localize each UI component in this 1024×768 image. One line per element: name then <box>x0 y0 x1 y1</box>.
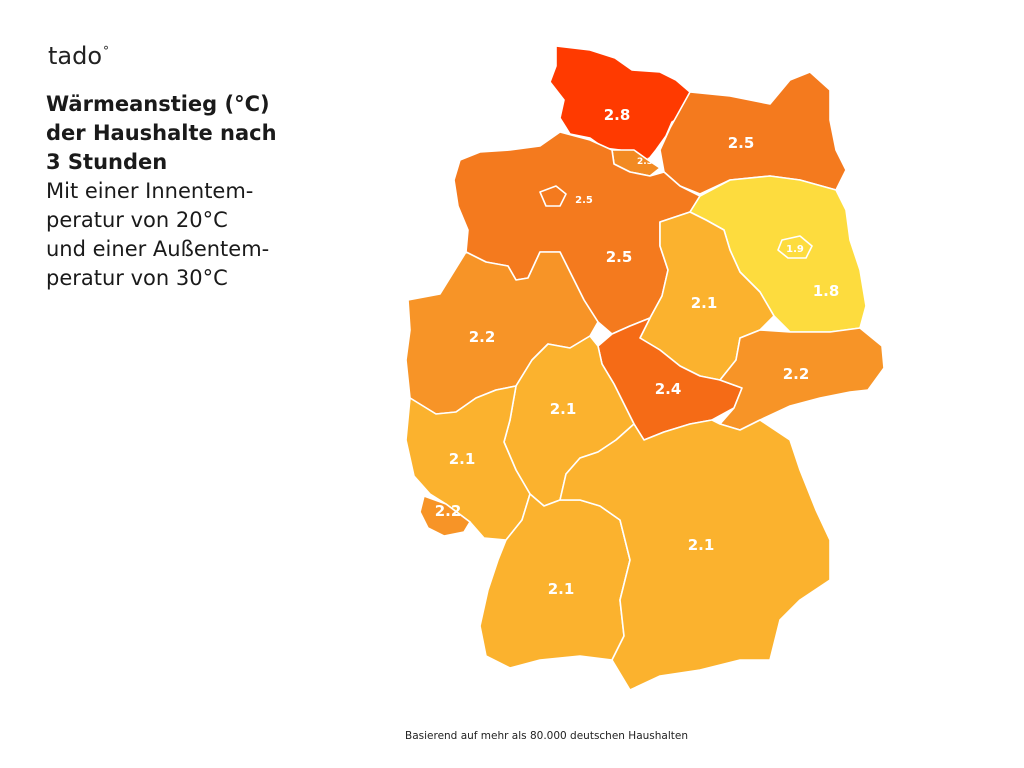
logo-ring-icon: ° <box>103 44 110 58</box>
germany-map: 2.8 2.3 2.5 2.5 2.5 1.8 1.9 2.1 2.2 2.4 … <box>405 45 885 691</box>
label-saarland: 2.2 <box>435 502 462 520</box>
label-hessen: 2.1 <box>550 400 577 418</box>
title-line-2: der Haushalte nach <box>46 121 277 145</box>
label-niedersachsen: 2.5 <box>606 248 633 266</box>
label-bayern: 2.1 <box>688 536 715 554</box>
title-line-3: 3 Stunden <box>46 150 168 174</box>
label-thueringen: 2.4 <box>655 380 682 398</box>
label-bremen: 2.5 <box>575 195 593 206</box>
subtitle-line-2: peratur von 20°C <box>46 208 228 232</box>
subtitle-line-1: Mit einer Innentem- <box>46 179 254 203</box>
label-berlin: 1.9 <box>786 244 804 255</box>
label-rheinland-pfalz: 2.1 <box>449 450 476 468</box>
tado-logo: tado° <box>48 42 109 70</box>
label-sachsen-anhalt: 2.1 <box>691 294 718 312</box>
region-bremen <box>539 185 567 207</box>
label-schleswig-holstein: 2.8 <box>604 106 631 124</box>
label-brandenburg: 1.8 <box>813 282 840 300</box>
region-berlin <box>777 235 813 259</box>
logo-text: tado <box>48 42 103 70</box>
region-sachsen <box>719 327 885 431</box>
label-mecklenburg-vorpommern: 2.5 <box>728 134 755 152</box>
region-schleswig-holstein <box>549 45 691 161</box>
subtitle-line-4: peratur von 30°C <box>46 266 228 290</box>
label-baden-wuerttemberg: 2.1 <box>548 580 575 598</box>
label-sachsen: 2.2 <box>783 365 810 383</box>
title-line-1: Wärmeanstieg (°C) <box>46 92 270 116</box>
legend-title-block: Wärmeanstieg (°C) der Haushalte nach 3 S… <box>46 90 346 293</box>
region-saarland <box>419 495 471 537</box>
label-nordrhein-westfalen: 2.2 <box>469 328 496 346</box>
footer-note: Basierend auf mehr als 80.000 deutschen … <box>405 730 688 742</box>
label-hamburg: 2.3 <box>637 157 653 167</box>
subtitle-line-3: und einer Außentem- <box>46 237 270 261</box>
region-bayern <box>559 419 831 691</box>
